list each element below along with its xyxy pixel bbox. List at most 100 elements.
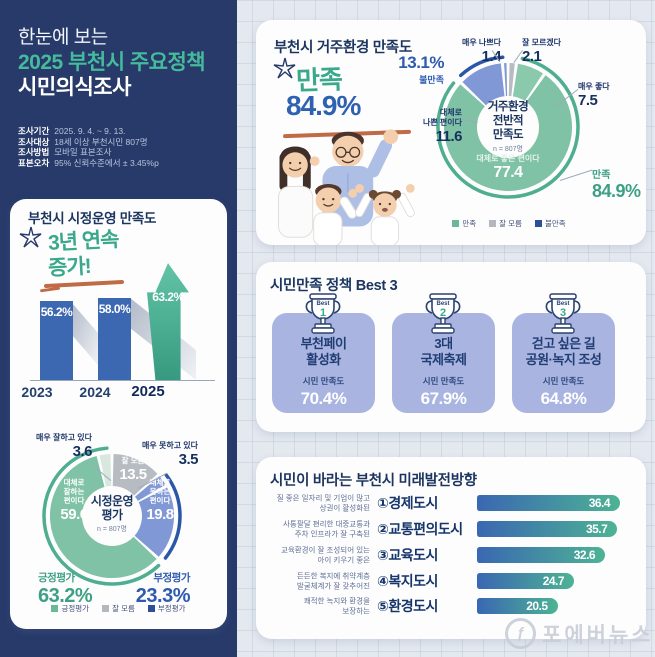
meta-value: 2025. 9. 4. ~ 9. 13. (54, 126, 126, 136)
segment-label-rather-good: 대체로 좋은 편이다 77.4 (476, 154, 540, 181)
rank-circled-number: ③ (377, 547, 389, 563)
row-label: ①경제도시 (377, 495, 438, 511)
bar-2024: 58.0% (98, 298, 131, 380)
watermark-text: 포에버뉴스 (542, 623, 654, 647)
bar-value: 36.4 (588, 496, 611, 510)
callout-very-bad: 매우 나쁘다 1.4 (461, 38, 502, 65)
future-title: 시민이 바라는 부천시 미래발전방향 (270, 473, 477, 489)
trophy-label: Best (316, 301, 329, 307)
trophy-rank: 3 (560, 307, 566, 319)
metric-value: 67.9% (420, 389, 467, 408)
living-legend: 만족 잘 모름 불만족 (424, 218, 594, 229)
bar-value: 32.6 (573, 548, 596, 562)
year-label-2025: 2025 (131, 383, 165, 400)
donut-sample-size: n = 807명 (97, 526, 127, 533)
meta-value: 95% 신뢰수준에서 ± 3.45%p (54, 157, 159, 168)
best3-card: 시민만족 정책 Best 3 부천페이 활성화 시민 만족도 70.4% 3대 … (256, 262, 646, 432)
row-bar: 32.6 (477, 547, 606, 563)
legend-label: 만족 (462, 219, 477, 228)
row-label: ③교육도시 (377, 547, 438, 563)
bar-value: 58.0% (98, 302, 131, 317)
star-doodle-icon (19, 226, 42, 248)
row-label: ④복지도시 (377, 573, 438, 589)
gov-bar-chart: 56.2% 58.0% 63.2% (30, 257, 215, 381)
callout-very-bad: 매우 못하고 있다 3.5 (142, 441, 198, 468)
row-bar: 20.5 (477, 598, 558, 614)
kicker: 한눈에 보는 (18, 27, 108, 48)
callout-very-good: 매우 좋다 7.5 (578, 82, 610, 109)
page-title-line1: 2025 부천시 주요정책 (18, 51, 206, 74)
legend-swatch-neutral (102, 605, 110, 612)
row-bar: 36.4 (477, 495, 621, 511)
survey-meta: 조사기간 2025. 9. 4. ~ 9. 13. 조사대상 18세 이상 부천시민… (18, 126, 159, 168)
legend-swatch-positive (51, 605, 59, 612)
legend-swatch-dissatisfied (534, 220, 542, 227)
meta-value: 18세 이상 부천시민 807명 (54, 136, 148, 147)
living-donut-center: 거주환경 전반적 만족도 n = 807명 (487, 101, 529, 153)
row-bar: 35.7 (477, 521, 618, 537)
arrow-up-icon (147, 263, 189, 380)
legend-label: 불만족 (544, 219, 566, 228)
trophy-icon: Best 1 (305, 293, 341, 334)
living-donut-svg (436, 55, 580, 199)
future-row-education: 교육환경이 잘 조성되어 있는 아이 키우기 좋은 ③교육도시 32.6 (256, 544, 646, 566)
rank-circled-number: ② (377, 521, 389, 537)
star-doodle-icon (273, 57, 296, 79)
future-row-environment: 쾌적한 녹지와 환경을 보장하는 ⑤환경도시 20.5 (256, 595, 646, 617)
bar-value: 63.2% (152, 290, 184, 305)
future-row-welfare: 든든한 복지에 취약계층 발굴체계가 잘 갖추어진 ④복지도시 24.7 (256, 570, 646, 592)
callout-very-good: 매우 잘하고 있다 3.6 (36, 433, 92, 460)
bar-value: 35.7 (585, 522, 608, 536)
satisfied-summary: 만족 84.9% (592, 170, 641, 201)
gov-donut-center: 시정운영 평가 n = 807명 (72, 494, 152, 534)
x-axis-line (30, 380, 215, 381)
gov-donut-svg (42, 446, 182, 586)
metric-label: 시민 만족도 (422, 376, 465, 386)
news-watermark: ƒ 포에버뉴스 (505, 618, 654, 649)
best-item-3: 걷고 싶은 길 공원·녹지 조성 시민 만족도 64.8% (512, 313, 615, 413)
meta-value: 모바일 표본조사 (54, 147, 112, 157)
trophy-rank: 1 (320, 307, 326, 319)
segment-label-dontknow: 잘 모름 13.5 (119, 456, 147, 483)
family-illustration (278, 129, 415, 245)
living-card-title: 부천시 거주환경 만족도 (274, 40, 412, 56)
metric-label: 시민 만족도 (302, 376, 345, 386)
page-title-line2: 시민의식조사 (18, 76, 131, 99)
policy-name: 활성화 (306, 352, 341, 367)
row-description: 쾌적한 녹지와 환경을 보장하는 (303, 596, 370, 616)
bar-value: 20.5 (526, 599, 548, 613)
forever-news-logo: ƒ (505, 618, 536, 649)
policy-name: 국제축제 (420, 352, 467, 367)
gov-donut-chart: 시정운영 평가 n = 807명 잘 모름 13.5 대체로 못하는 편이다 1… (12, 416, 212, 616)
living-env-card: 부천시 거주환경 만족도 만족 84.9% (256, 20, 646, 245)
legend-swatch-neutral (489, 220, 497, 227)
year-label-2023: 2023 (21, 384, 53, 400)
metric-value: 64.8% (540, 389, 587, 408)
legend-label: 부정평가 (157, 604, 186, 613)
row-label: ②교통편의도시 (377, 521, 463, 537)
row-bar: 24.7 (477, 573, 575, 589)
bar-value: 24.7 (542, 574, 565, 588)
segment-label-rather-bad: 대체로 못하는 편이다 19.8 (146, 478, 174, 523)
trophy-icon: Best 2 (425, 293, 461, 334)
best-item-1: 부천페이 활성화 시민 만족도 70.4% (272, 313, 375, 413)
legend-label: 잘 모름 (499, 219, 522, 228)
policy-name: 부천페이 (300, 336, 347, 351)
bar-2025-arrow: 63.2% (147, 263, 189, 380)
metric-label: 시민 만족도 (542, 376, 585, 386)
row-description: 교육환경이 잘 조성되어 있는 아이 키우기 좋은 (280, 545, 370, 565)
segment-label-rather-good: 대체로 잘하는 편이다 59.6 (60, 478, 88, 523)
meta-label: 표본오차 (18, 157, 50, 168)
donut-center-title: 평가 (101, 508, 123, 522)
rank-circled-number: ④ (377, 573, 389, 589)
trophy-label: Best (436, 301, 449, 307)
meta-label: 조사방법 (18, 147, 50, 157)
legend-swatch-satisfied (452, 220, 460, 227)
policy-name: 3대 (434, 336, 453, 351)
meta-label: 조사대상 (18, 136, 50, 147)
gov-satisfaction-card: 부천시 시정운영 만족도 3년 연속 증가! 56.2% 58.0% (10, 199, 227, 629)
rank-circled-number: ① (377, 495, 389, 511)
legend-label: 긍정평가 (61, 604, 90, 613)
policy-name: 걷고 싶은 길 (531, 336, 596, 351)
